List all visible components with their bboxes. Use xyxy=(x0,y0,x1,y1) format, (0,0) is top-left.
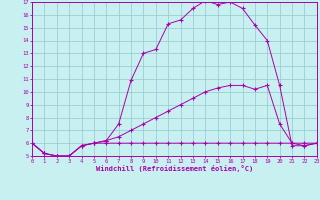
X-axis label: Windchill (Refroidissement éolien,°C): Windchill (Refroidissement éolien,°C) xyxy=(96,165,253,172)
